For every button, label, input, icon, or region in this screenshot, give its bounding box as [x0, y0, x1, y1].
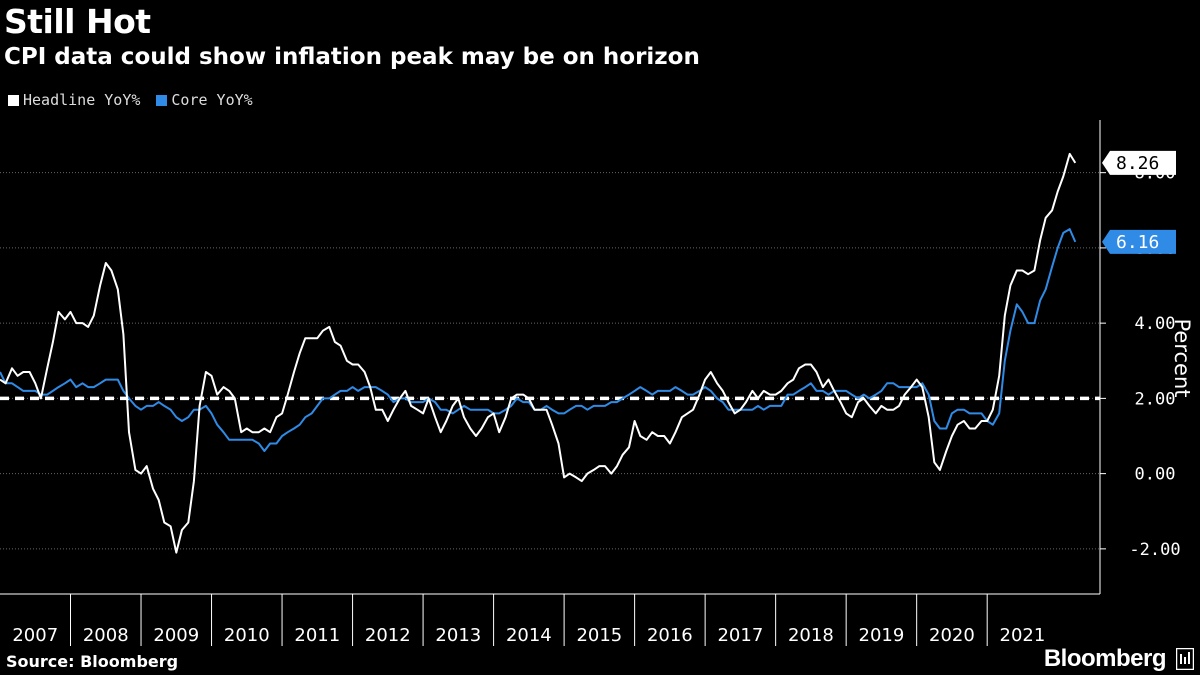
- bloomberg-terminal-icon: [1176, 648, 1194, 670]
- x-tick-label: 2009: [153, 625, 199, 646]
- core-end-value: 6.16: [1116, 232, 1159, 253]
- brand-logo-text: Bloomberg: [1043, 645, 1167, 672]
- legend-swatch-headline: [8, 94, 19, 106]
- core-end-callout: [1102, 229, 1176, 254]
- y-tick-label: 2.00: [1135, 389, 1176, 409]
- x-tick-label: 2010: [224, 625, 270, 646]
- x-tick-label: 2014: [506, 625, 552, 646]
- x-tick-label: 2019: [859, 625, 905, 646]
- x-tick-label: 2012: [365, 625, 411, 646]
- legend-label-core: Core YoY%: [171, 91, 253, 109]
- x-tick-label: 2011: [294, 625, 340, 646]
- headline-yoy-line: [0, 152, 1077, 554]
- x-tick-label: 2013: [435, 625, 481, 646]
- legend-item-core: Core YoY%: [156, 91, 253, 109]
- legend: Headline YoY% Core YoY%: [8, 91, 253, 109]
- chart-subtitle: CPI data could show inflation peak may b…: [4, 44, 700, 70]
- x-tick-label: 2021: [1000, 625, 1046, 646]
- legend-label-headline: Headline YoY%: [23, 91, 141, 109]
- end-value-labels: 8.26 6.16: [1102, 150, 1176, 254]
- x-tick-label: 2015: [576, 625, 622, 646]
- x-tick-label: 2017: [717, 625, 763, 646]
- core-yoy-line: [0, 228, 1077, 452]
- y-tick-label: -2.00: [1129, 540, 1180, 560]
- y-tick-label: 4.00: [1135, 314, 1176, 334]
- y-axis: -2.000.002.004.006.008.00: [1099, 120, 1181, 594]
- legend-swatch-core: [156, 94, 168, 106]
- x-tick-label: 2007: [12, 625, 58, 646]
- series-lines: [0, 152, 1077, 554]
- gridlines: [0, 172, 1100, 550]
- y-tick-label: 0.00: [1135, 465, 1176, 485]
- x-tick-label: 2018: [788, 625, 834, 646]
- y-axis-label: Percent: [1170, 318, 1194, 397]
- x-tick-label: 2016: [647, 625, 693, 646]
- headline-end-callout: [1102, 150, 1176, 175]
- source-note: Source: Bloomberg: [6, 652, 179, 671]
- legend-item-headline: Headline YoY%: [8, 91, 140, 109]
- headline-end-value: 8.26: [1116, 153, 1159, 174]
- x-tick-label: 2020: [929, 625, 975, 646]
- x-tick-label: 2008: [83, 625, 129, 646]
- chart-title: Still Hot: [4, 2, 151, 41]
- x-axis: 2007 2008 2009 2010 2011 2012 2013 2014 2015 2016…: [0, 593, 1100, 646]
